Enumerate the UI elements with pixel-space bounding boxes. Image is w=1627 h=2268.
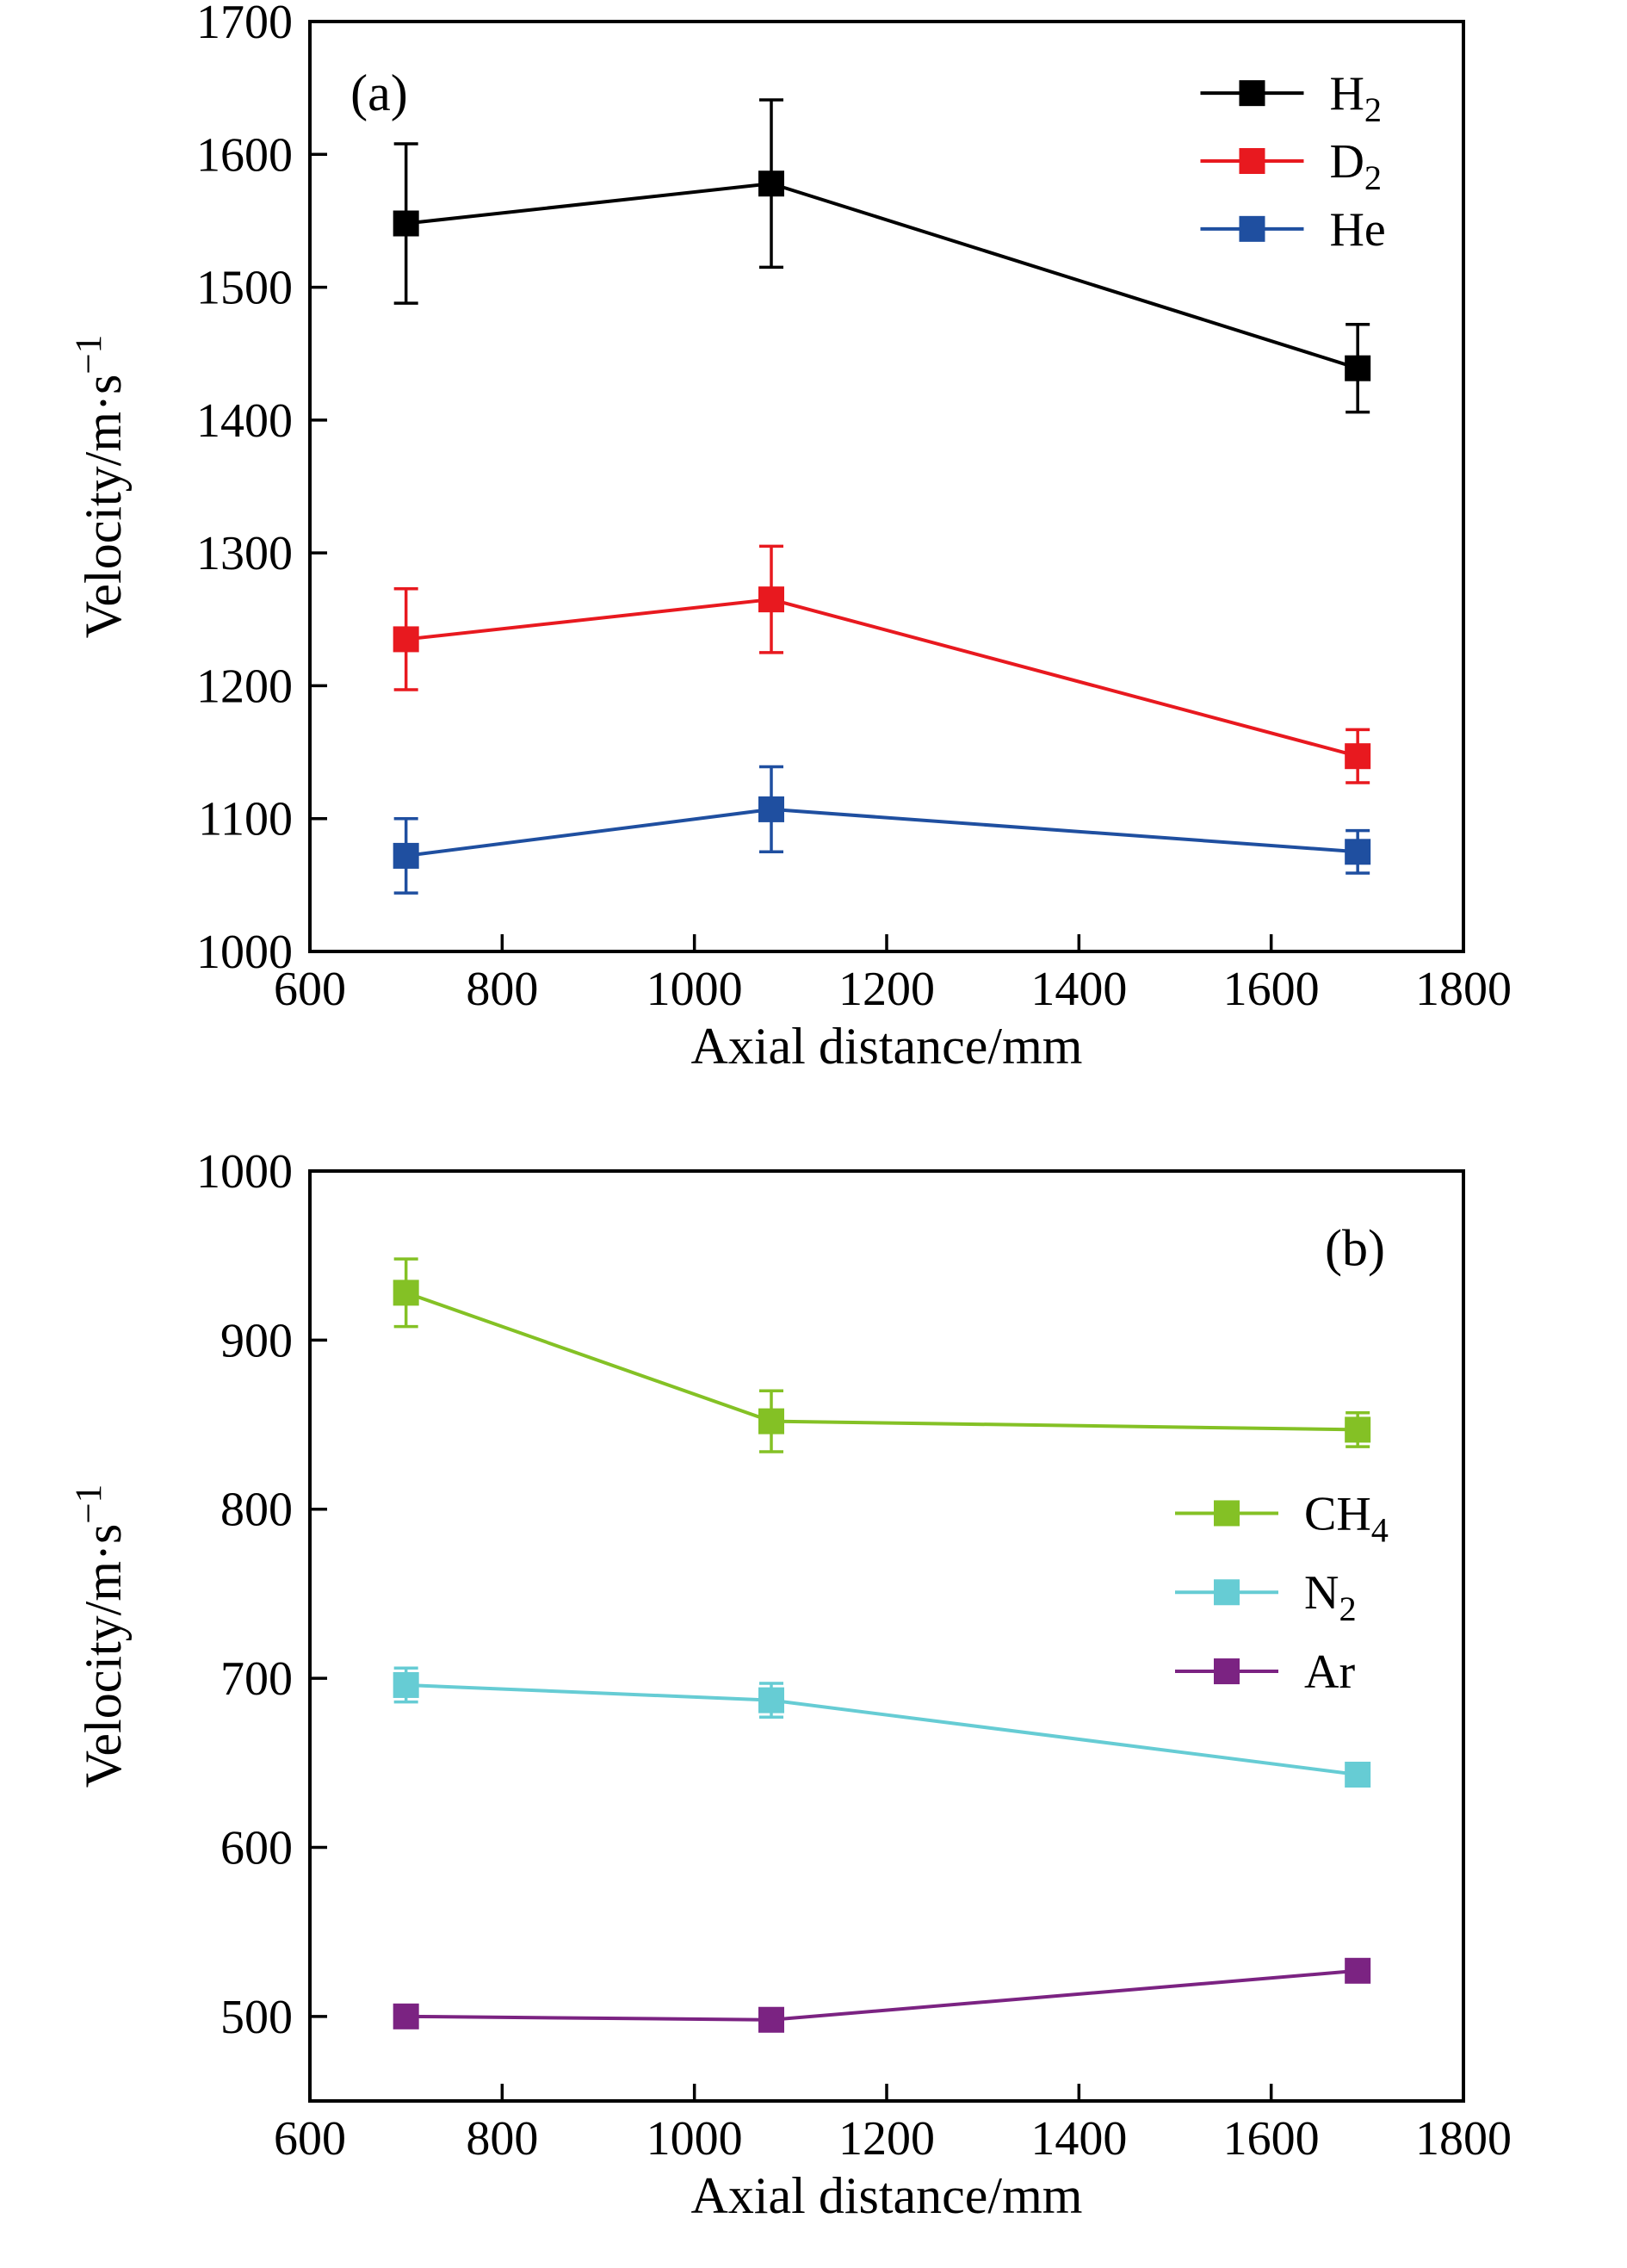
series-line-D2 <box>405 598 1358 759</box>
panel-label: (b) <box>1325 1220 1385 1277</box>
marker-N2 <box>758 1687 784 1713</box>
x-tick-label: 1000 <box>646 963 743 1016</box>
legend-item-N2: N2 <box>1175 1566 1357 1628</box>
legend-label-CH4: CH4 <box>1304 1487 1389 1549</box>
legend-item-D2: D2 <box>1200 135 1382 197</box>
marker-H2 <box>1345 355 1371 381</box>
x-axis-label: Axial distance/mm <box>691 2167 1083 2224</box>
y-tick-label: 500 <box>220 1991 293 2044</box>
legend-item-Ar: Ar <box>1175 1645 1355 1699</box>
x-tick-label: 1600 <box>1223 2112 1320 2166</box>
marker-H2 <box>758 170 784 197</box>
marker-N2 <box>393 1671 419 1698</box>
x-tick-label: 800 <box>466 2112 538 2166</box>
x-tick-label: 1000 <box>646 2112 743 2166</box>
legend-label-Ar: Ar <box>1304 1645 1355 1699</box>
legend-item-He: He <box>1200 203 1386 257</box>
y-tick-label: 1000 <box>196 1145 293 1199</box>
y-tick-label: 1300 <box>196 527 293 580</box>
series-line-Ar <box>405 1968 1358 2022</box>
series-line-CH4 <box>405 1291 1358 1432</box>
chart-panel-b: 500 600 700 800 900 1000 600 800 1000 1200 1400 160… <box>69 1145 1512 2224</box>
y-tick-label: 1600 <box>196 128 293 182</box>
legend-marker-H2 <box>1239 80 1265 107</box>
x-tick-label: 1800 <box>1415 2112 1512 2166</box>
marker-Ar <box>393 2003 419 2029</box>
y-tick-label: 1500 <box>196 262 293 315</box>
y-tick-label: 1000 <box>196 926 293 979</box>
x-tick-label: 1600 <box>1223 963 1320 1016</box>
legend-item-H2: H2 <box>1200 67 1382 129</box>
x-tick-label: 600 <box>274 963 346 1016</box>
chart-panel-a: 1000 1100 1200 1300 1400 1500 1600 1700 600 800 10… <box>69 0 1512 1075</box>
panel-label: (a) <box>350 65 408 121</box>
series-line-N2 <box>405 1682 1358 1777</box>
y-tick-label: 600 <box>220 1821 293 1875</box>
y-tick-label: 1700 <box>196 0 293 49</box>
legend-marker-He <box>1239 215 1265 242</box>
legend-label-H2: H2 <box>1329 67 1382 129</box>
x-tick-label: 1200 <box>838 963 935 1016</box>
marker-Ar <box>1345 1957 1371 1984</box>
series-line-H2 <box>405 182 1358 370</box>
x-tick-label: 800 <box>466 963 538 1016</box>
x-tick-label: 1200 <box>838 2112 935 2166</box>
marker-Ar <box>758 2006 784 2033</box>
legend-label-D2: D2 <box>1329 135 1382 197</box>
legend-item-CH4: CH4 <box>1175 1487 1389 1549</box>
plot-frame <box>308 20 1465 953</box>
series-line-He <box>405 807 1358 858</box>
marker-He <box>1345 839 1371 865</box>
marker-D2 <box>1345 743 1371 770</box>
marker-H2 <box>393 210 419 237</box>
legend-marker-D2 <box>1239 148 1265 174</box>
legend-label-He: He <box>1329 203 1385 257</box>
y-tick-label: 1200 <box>196 660 293 713</box>
y-tick-label: 1400 <box>196 394 293 448</box>
y-tick-label: 700 <box>220 1652 293 1706</box>
y-axis-label: Velocity/m·s−1 <box>69 335 132 639</box>
legend-marker-Ar <box>1214 1658 1240 1685</box>
marker-He <box>758 796 784 822</box>
marker-He <box>393 842 419 869</box>
marker-CH4 <box>393 1280 419 1306</box>
y-tick-label: 900 <box>220 1314 293 1367</box>
x-tick-label: 1800 <box>1415 963 1512 1016</box>
y-tick-label: 800 <box>220 1484 293 1537</box>
x-tick-label: 1400 <box>1030 963 1127 1016</box>
y-axis-label: Velocity/m·s−1 <box>69 1484 132 1788</box>
y-tick-label: 1100 <box>198 793 293 846</box>
x-tick-label: 600 <box>274 2112 346 2166</box>
x-axis-label: Axial distance/mm <box>691 1018 1083 1075</box>
panel-b: 500 600 700 800 900 1000 600 800 1000 1200 1400 160… <box>0 1119 1627 2268</box>
x-tick-label: 1400 <box>1030 2112 1127 2166</box>
marker-CH4 <box>758 1408 784 1435</box>
plot-frame <box>308 1169 1465 2103</box>
legend-marker-N2 <box>1214 1579 1240 1606</box>
legend-label-N2: N2 <box>1304 1566 1357 1628</box>
marker-D2 <box>758 586 784 613</box>
panel-a: 1000 1100 1200 1300 1400 1500 1600 1700 600 800 10… <box>0 0 1627 1119</box>
marker-CH4 <box>1345 1416 1371 1443</box>
legend-marker-CH4 <box>1214 1500 1240 1527</box>
marker-N2 <box>1345 1762 1371 1788</box>
marker-D2 <box>393 626 419 653</box>
